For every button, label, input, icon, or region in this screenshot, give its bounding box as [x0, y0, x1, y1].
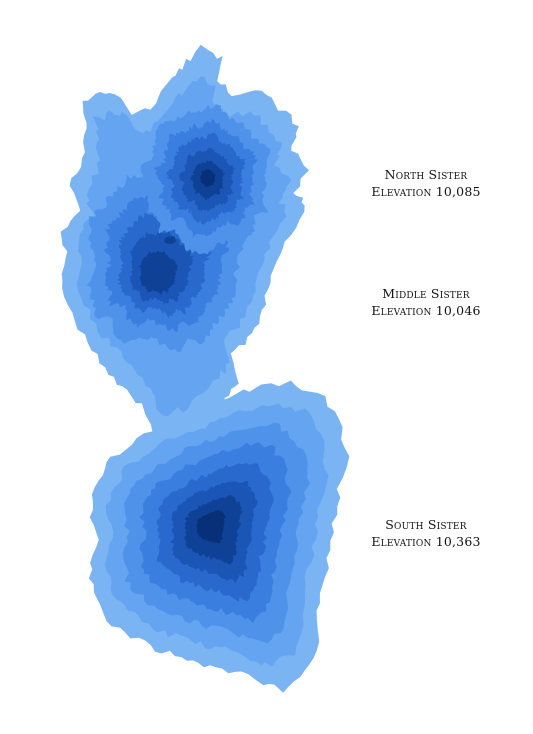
north-sister-name: North Sister [384, 167, 468, 182]
middle-sister-name: Middle Sister [382, 286, 470, 301]
middle-sister-elevation: Elevation 10,046 [371, 303, 481, 318]
label-middle-sister: Middle Sister Elevation 10,046 [356, 285, 496, 319]
south-sister-elevation: Elevation 10,363 [371, 534, 481, 549]
contour-layers [60, 44, 350, 693]
contour-level-8-north [199, 168, 216, 188]
label-south-sister: South Sister Elevation 10,363 [356, 516, 496, 550]
contour-level-7-middle [139, 250, 179, 296]
contour-south-level-8 [196, 510, 226, 544]
contour-middle-knob [164, 236, 176, 245]
north-sister-elevation: Elevation 10,085 [371, 184, 481, 199]
label-north-sister: North Sister Elevation 10,085 [356, 166, 496, 200]
south-sister-name: South Sister [385, 517, 467, 532]
